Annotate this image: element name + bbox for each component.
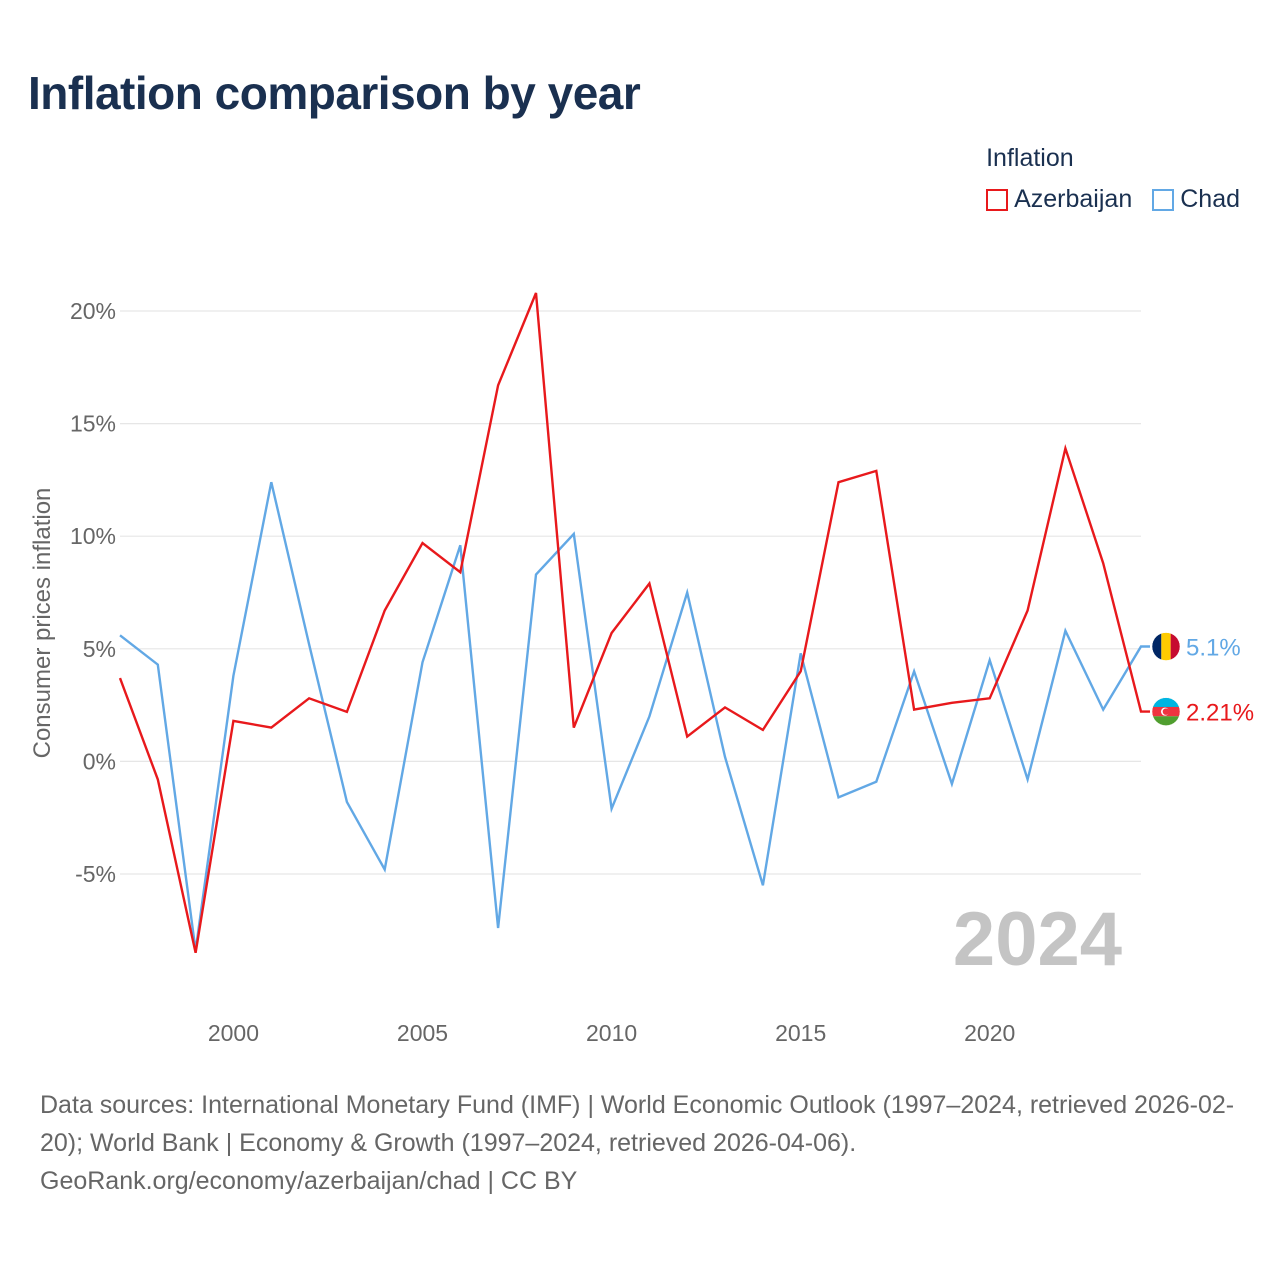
legend: Inflation Azerbaijan Chad <box>986 144 1240 214</box>
legend-title: Inflation <box>986 144 1074 172</box>
y-axis: -5% 0% 5% 10% 15% 20% <box>70 298 116 887</box>
x-axis: 2000 2005 2010 2015 2020 <box>208 1020 1015 1046</box>
flag-outline <box>1151 697 1181 726</box>
x-tick-label: 2005 <box>397 1020 448 1046</box>
azerbaijan-flag-icon <box>1152 697 1180 726</box>
y-tick-label: -5% <box>75 861 116 887</box>
y-tick-label: 20% <box>70 298 116 324</box>
legend-label-chad: Chad <box>1180 185 1240 213</box>
data-sources: Data sources: International Monetary Fun… <box>40 1091 1235 1157</box>
end-markers: 2.21% 5.1% <box>1151 632 1254 727</box>
series-line-chad <box>119 481 1150 951</box>
x-tick-label: 2000 <box>208 1020 259 1046</box>
y-tick-label: 5% <box>83 636 116 662</box>
grid-lines <box>120 310 1141 875</box>
line-chart: -5% 0% 5% 10% 15% 20% 2000 2005 2010 2015 2020 Co… <box>29 292 1254 1046</box>
legend-item-chad[interactable]: Chad <box>1152 185 1240 214</box>
end-label-chad: 5.1% <box>1186 635 1241 662</box>
legend-item-azerbaijan[interactable]: Azerbaijan <box>986 185 1132 214</box>
y-tick-label: 15% <box>70 411 116 437</box>
end-label-azerbaijan: 2.21% <box>1186 700 1254 727</box>
flag-outline <box>1151 632 1181 661</box>
x-tick-label: 2020 <box>964 1020 1015 1046</box>
x-tick-label: 2015 <box>775 1020 826 1046</box>
legend-swatch-chad <box>1152 188 1175 211</box>
x-tick-label: 2010 <box>586 1020 637 1046</box>
legend-swatch-azerbaijan <box>986 188 1009 211</box>
credit-link[interactable]: GeoRank.org/economy/azerbaijan/chad | CC… <box>40 1167 578 1195</box>
footer: Data sources: International Monetary Fun… <box>40 1086 1250 1200</box>
y-tick-label: 10% <box>70 523 116 549</box>
chad-flag-icon <box>1152 632 1180 661</box>
series-group <box>118 292 1150 954</box>
chart-title: Inflation comparison by year <box>28 67 641 119</box>
legend-label-azerbaijan: Azerbaijan <box>1014 185 1133 213</box>
series-line-azerbaijan <box>118 292 1150 954</box>
y-axis-label: Consumer prices inflation <box>29 488 56 759</box>
y-tick-label: 0% <box>83 748 116 774</box>
year-watermark: 2024 <box>953 897 1122 982</box>
